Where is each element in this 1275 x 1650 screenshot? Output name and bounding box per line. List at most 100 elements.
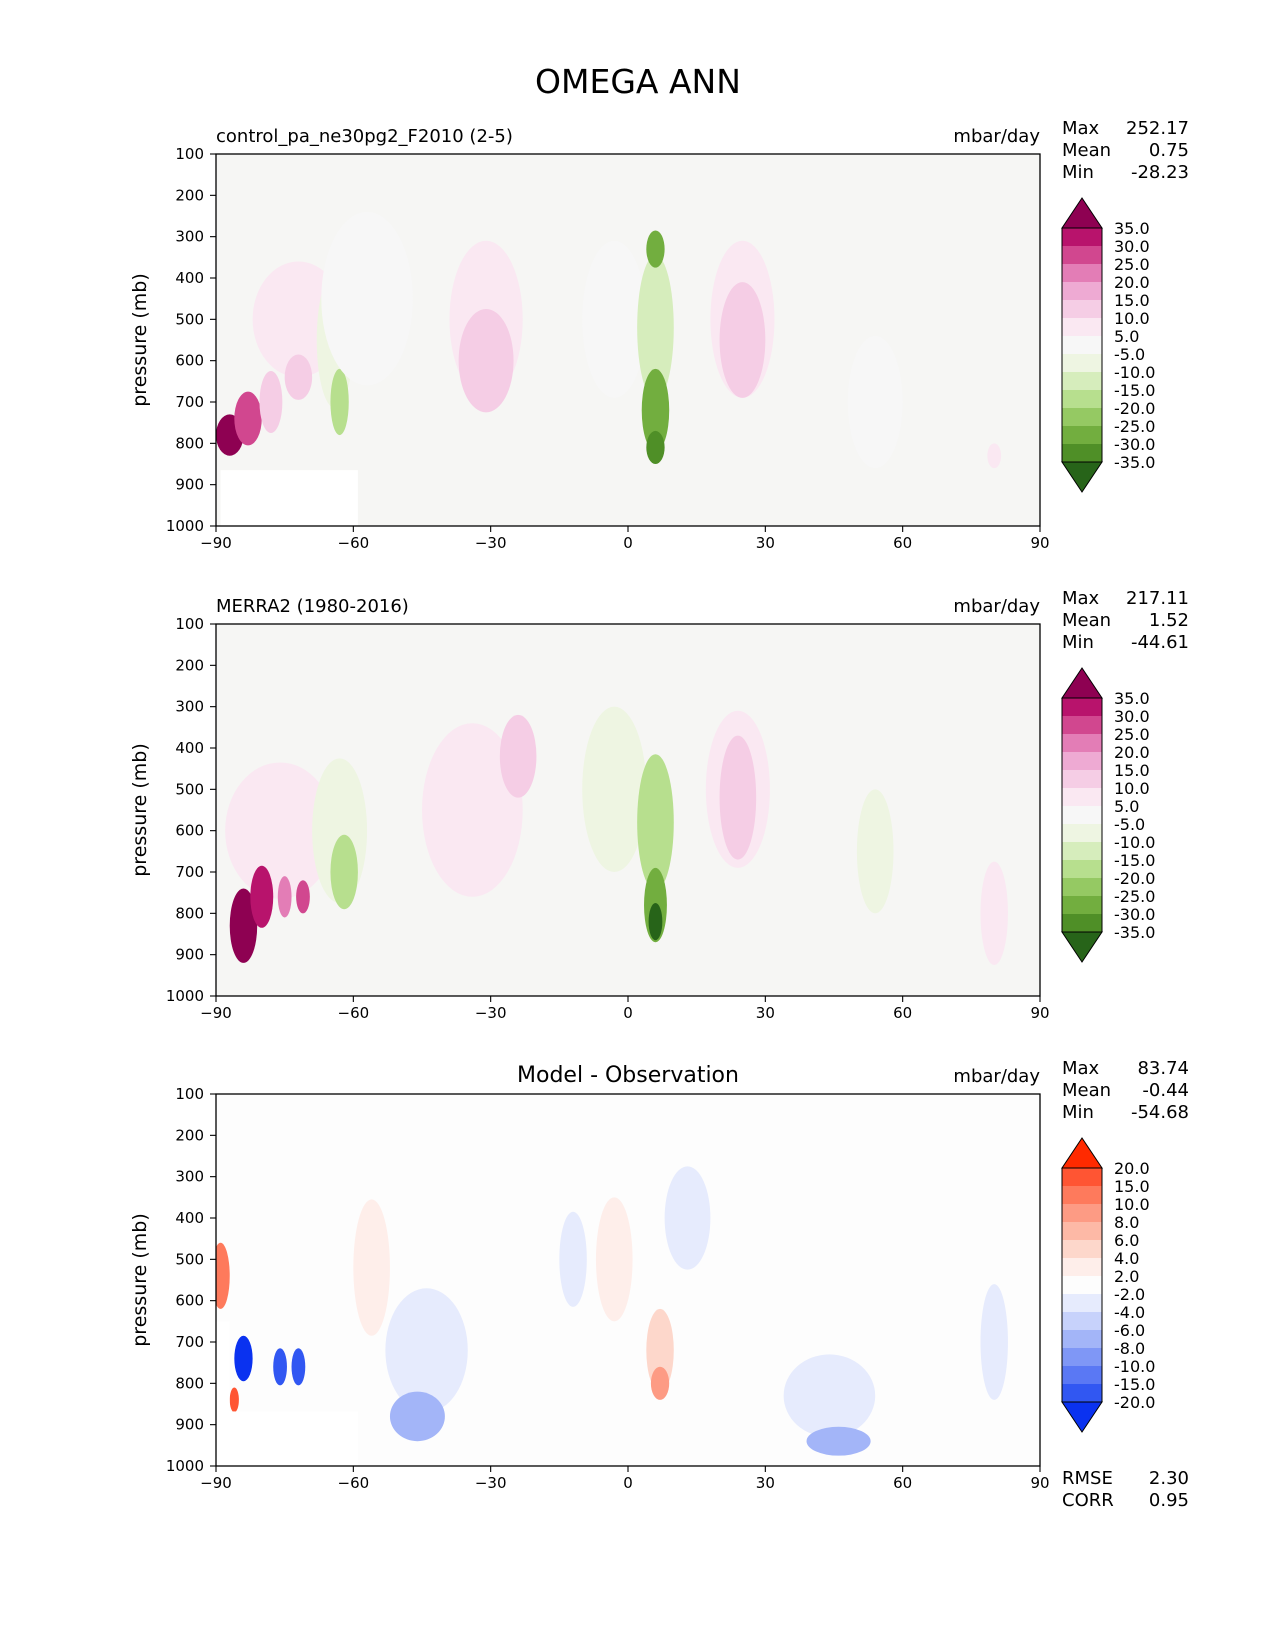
colorbar-segment bbox=[1062, 1186, 1102, 1205]
colorbar-label: 4.0 bbox=[1114, 1249, 1139, 1268]
stat-value: 83.74 bbox=[1137, 1058, 1189, 1079]
colorbar-outline bbox=[1061, 227, 1103, 463]
colorbar-label: -30.0 bbox=[1114, 905, 1155, 924]
missing-data-region bbox=[216, 1321, 230, 1466]
colorbar-segment bbox=[1062, 1366, 1102, 1385]
contour-region bbox=[229, 1387, 239, 1413]
contour-region bbox=[582, 240, 647, 398]
y-tick-label: 600 bbox=[175, 822, 204, 840]
stat-label: CORR bbox=[1062, 1490, 1114, 1511]
colorbar-label: 10.0 bbox=[1114, 779, 1150, 798]
stat-label: Max bbox=[1062, 118, 1100, 139]
stat-label: Max bbox=[1062, 1058, 1100, 1079]
colorbar-label: -25.0 bbox=[1114, 887, 1155, 906]
colorbar-segment bbox=[1062, 1276, 1102, 1295]
colorbar-label: -20.0 bbox=[1114, 869, 1155, 888]
stat-label: Mean bbox=[1062, 610, 1111, 631]
missing-data-region bbox=[220, 470, 358, 526]
x-tick-label: −60 bbox=[338, 1474, 370, 1492]
colorbar-label: -10.0 bbox=[1114, 833, 1155, 852]
y-tick-label: 500 bbox=[175, 1250, 204, 1268]
stat-label: Min bbox=[1062, 1102, 1094, 1123]
panel-title: control_pa_ne30pg2_F2010 (2-5) bbox=[216, 126, 513, 147]
colorbar-label: 8.0 bbox=[1114, 1213, 1139, 1232]
colorbar-segment bbox=[1062, 390, 1102, 409]
contour-region bbox=[385, 1288, 468, 1413]
colorbar-label: 25.0 bbox=[1114, 255, 1150, 274]
y-tick-label: 400 bbox=[175, 1209, 204, 1227]
units-label: mbar/day bbox=[953, 1066, 1040, 1087]
contour-field bbox=[216, 1166, 1008, 1466]
colorbar-label: 15.0 bbox=[1114, 1177, 1150, 1196]
contour-region bbox=[637, 255, 674, 400]
contour-region bbox=[330, 368, 349, 436]
colorbar-label: 35.0 bbox=[1114, 219, 1150, 238]
colorbar-label: 10.0 bbox=[1114, 1195, 1150, 1214]
colorbar-segment bbox=[1062, 860, 1102, 879]
y-axis-label: pressure (mb) bbox=[129, 273, 151, 407]
stat-value: -28.23 bbox=[1131, 162, 1189, 183]
colorbar-label: 15.0 bbox=[1114, 291, 1150, 310]
colorbar-extend-min bbox=[1061, 1401, 1103, 1433]
stat-label: Min bbox=[1062, 162, 1094, 183]
colorbar-segment bbox=[1062, 1258, 1102, 1277]
x-tick-label: 30 bbox=[756, 1004, 775, 1022]
y-tick-label: 400 bbox=[175, 269, 204, 287]
colorbar-segment bbox=[1062, 878, 1102, 897]
colorbar-label: -8.0 bbox=[1114, 1339, 1145, 1358]
colorbar-segment bbox=[1062, 698, 1102, 717]
x-tick-label: 30 bbox=[756, 534, 775, 552]
colorbar-label: -4.0 bbox=[1114, 1303, 1145, 1322]
stat-label: Min bbox=[1062, 632, 1094, 653]
stat-value: -44.61 bbox=[1131, 632, 1189, 653]
colorbar-label: -15.0 bbox=[1114, 851, 1155, 870]
y-tick-label: 800 bbox=[175, 1374, 204, 1392]
y-tick-label: 700 bbox=[175, 1333, 204, 1351]
colorbar-label: -5.0 bbox=[1114, 345, 1145, 364]
x-tick-label: 30 bbox=[756, 1474, 775, 1492]
contour-region bbox=[389, 1391, 445, 1442]
contour-region bbox=[499, 714, 537, 798]
x-tick-label: 60 bbox=[893, 534, 912, 552]
y-tick-label: 1000 bbox=[166, 517, 204, 535]
contour-region bbox=[216, 1242, 230, 1309]
colorbar-segment bbox=[1062, 408, 1102, 427]
contour-region bbox=[422, 723, 523, 897]
x-tick-label: −60 bbox=[338, 1004, 370, 1022]
colorbar-extend-max bbox=[1061, 197, 1103, 229]
colorbar-segment bbox=[1062, 1312, 1102, 1331]
stat-value: 0.75 bbox=[1149, 140, 1189, 161]
contour-region bbox=[330, 834, 358, 910]
colorbar-segment bbox=[1062, 896, 1102, 915]
y-axis-label: pressure (mb) bbox=[129, 1213, 151, 1347]
colorbar-label: -25.0 bbox=[1114, 417, 1155, 436]
colorbar-label: -10.0 bbox=[1114, 1357, 1155, 1376]
colorbar-label: -6.0 bbox=[1114, 1321, 1145, 1340]
x-tick-label: −90 bbox=[200, 534, 232, 552]
contour-region bbox=[234, 391, 262, 446]
stat-value: -0.44 bbox=[1142, 1080, 1189, 1101]
colorbar-label: 6.0 bbox=[1114, 1231, 1139, 1250]
colorbar-label: 20.0 bbox=[1114, 273, 1150, 292]
colorbar-label: -10.0 bbox=[1114, 363, 1155, 382]
colorbar-segment bbox=[1062, 1168, 1102, 1187]
contour-region bbox=[646, 230, 665, 268]
colorbar-label: -20.0 bbox=[1114, 399, 1155, 418]
y-tick-label: 800 bbox=[175, 904, 204, 922]
colorbar-segment bbox=[1062, 806, 1102, 825]
x-tick-label: −90 bbox=[200, 1474, 232, 1492]
colorbar-label: -30.0 bbox=[1114, 435, 1155, 454]
y-tick-label: 600 bbox=[175, 352, 204, 370]
contour-region bbox=[719, 282, 766, 398]
colorbar-segment bbox=[1062, 734, 1102, 753]
stat-label: Max bbox=[1062, 588, 1100, 609]
contour-region bbox=[646, 1308, 674, 1392]
contour-region bbox=[273, 1348, 287, 1386]
colorbar-extend-min bbox=[1061, 931, 1103, 963]
missing-data-region bbox=[229, 1411, 358, 1466]
colorbar-segment bbox=[1062, 842, 1102, 861]
contour-region bbox=[458, 309, 514, 413]
contour-region bbox=[646, 430, 665, 464]
